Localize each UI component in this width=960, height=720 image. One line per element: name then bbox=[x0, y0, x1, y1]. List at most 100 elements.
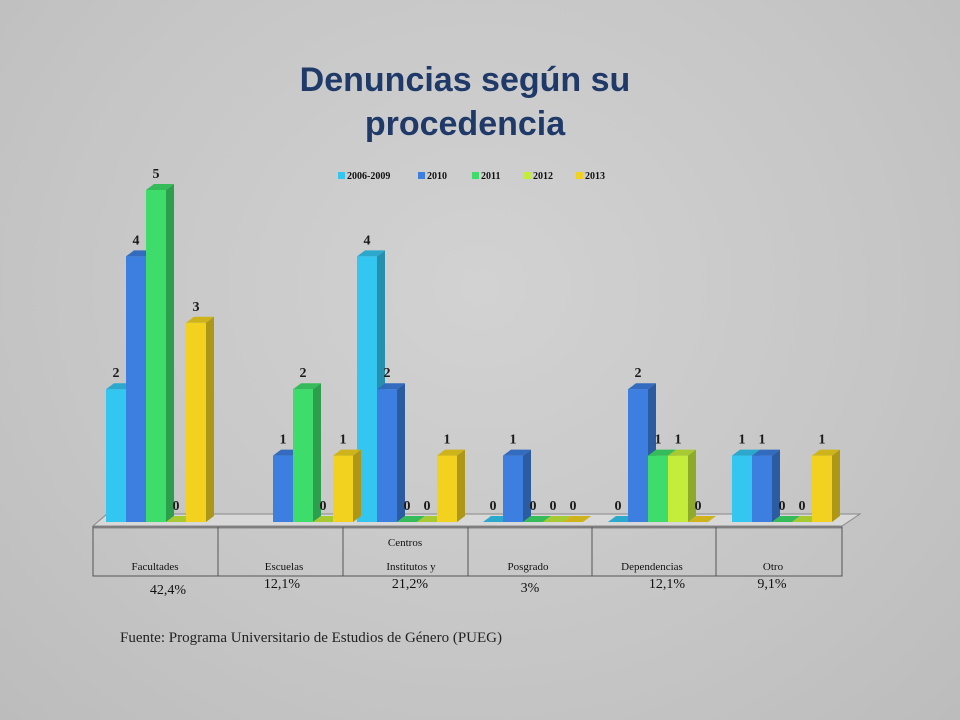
data-label: 1 bbox=[759, 433, 766, 448]
data-label: 1 bbox=[340, 433, 347, 448]
bar bbox=[126, 256, 146, 522]
data-label: 4 bbox=[133, 233, 140, 248]
bar-side bbox=[457, 449, 465, 522]
legend-label: 2010 bbox=[427, 171, 447, 182]
bar-zero-cap bbox=[772, 516, 800, 522]
chart-title-line-1: Denuncias según su bbox=[299, 61, 631, 99]
data-label: 1 bbox=[280, 433, 287, 448]
legend-label: 2013 bbox=[585, 171, 605, 182]
bar-side bbox=[166, 184, 174, 522]
bar-top bbox=[333, 449, 361, 456]
bar-top bbox=[732, 449, 760, 456]
bar-top bbox=[752, 449, 780, 456]
data-label: 0 bbox=[615, 499, 622, 514]
bar-side bbox=[688, 449, 696, 522]
data-label: 5 bbox=[153, 167, 160, 182]
bar-side bbox=[523, 449, 531, 522]
data-label: 0 bbox=[530, 499, 537, 514]
bar-top bbox=[503, 449, 531, 456]
bar-top bbox=[628, 383, 656, 390]
data-label: 0 bbox=[424, 499, 431, 514]
legend-swatch bbox=[472, 172, 479, 179]
category-label: Otro bbox=[763, 561, 784, 573]
category-label: Escuelas bbox=[265, 561, 303, 573]
bar-side bbox=[397, 383, 405, 522]
legend-label: 2012 bbox=[533, 171, 553, 182]
bar bbox=[377, 389, 397, 522]
legend-label: 2011 bbox=[481, 171, 500, 182]
legend-label: 2006-2009 bbox=[347, 171, 390, 182]
bar bbox=[293, 389, 313, 522]
bar-top bbox=[812, 449, 840, 456]
bar-top bbox=[186, 316, 214, 323]
data-label: 0 bbox=[404, 499, 411, 514]
data-label: 2 bbox=[113, 366, 120, 381]
bar-zero-cap bbox=[563, 516, 591, 522]
data-label: 0 bbox=[320, 499, 327, 514]
data-label: 2 bbox=[300, 366, 307, 381]
legend-swatch bbox=[418, 172, 425, 179]
source-note: Fuente: Programa Universitario de Estudi… bbox=[120, 630, 502, 646]
category-percentage: 12,1% bbox=[264, 577, 301, 592]
bar-zero-cap bbox=[688, 516, 716, 522]
bar-side bbox=[353, 449, 361, 522]
data-label: 1 bbox=[655, 433, 662, 448]
bar bbox=[752, 455, 772, 522]
chart-title-line-2: procedencia bbox=[364, 105, 566, 143]
bar-top bbox=[293, 383, 321, 390]
bar bbox=[273, 455, 293, 522]
bar-top bbox=[357, 250, 385, 257]
data-label: 0 bbox=[550, 499, 557, 514]
bar bbox=[628, 389, 648, 522]
data-label: 0 bbox=[779, 499, 786, 514]
bar bbox=[146, 190, 166, 522]
bar-zero-cap bbox=[523, 516, 551, 522]
data-label: 0 bbox=[173, 499, 180, 514]
legend-swatch bbox=[524, 172, 531, 179]
data-label: 0 bbox=[799, 499, 806, 514]
data-label: 2 bbox=[384, 366, 391, 381]
category-percentage: 42,4% bbox=[150, 583, 187, 598]
bar-side bbox=[313, 383, 321, 522]
bar bbox=[357, 256, 377, 522]
bar bbox=[812, 455, 832, 522]
bar-top bbox=[437, 449, 465, 456]
bar-top bbox=[648, 449, 676, 456]
data-label: 1 bbox=[510, 433, 517, 448]
chart-title: Denuncias según su procedencia bbox=[230, 58, 700, 146]
category-label: Institutos y bbox=[386, 561, 436, 573]
data-label: 1 bbox=[739, 433, 746, 448]
legend-swatch bbox=[576, 172, 583, 179]
legend-swatch bbox=[338, 172, 345, 179]
bar-side bbox=[772, 449, 780, 522]
data-label: 2 bbox=[635, 366, 642, 381]
bar bbox=[333, 455, 353, 522]
bar bbox=[106, 389, 126, 522]
category-percentage: 9,1% bbox=[757, 577, 787, 592]
category-percentage: 3% bbox=[521, 581, 540, 596]
category-percentage: 12,1% bbox=[649, 577, 686, 592]
bar bbox=[732, 455, 752, 522]
category-label: Posgrado bbox=[508, 561, 549, 573]
bar bbox=[668, 455, 688, 522]
bar-zero-cap bbox=[397, 516, 425, 522]
bar-zero-cap bbox=[543, 516, 571, 522]
bar-top bbox=[146, 184, 174, 190]
data-label: 0 bbox=[695, 499, 702, 514]
bar-top bbox=[377, 383, 405, 390]
bar-top bbox=[668, 449, 696, 456]
x-axis-title: Centros bbox=[388, 537, 422, 549]
data-label: 1 bbox=[675, 433, 682, 448]
bar bbox=[437, 455, 457, 522]
data-label: 1 bbox=[819, 433, 826, 448]
bar bbox=[186, 322, 206, 522]
bar bbox=[648, 455, 668, 522]
data-label: 0 bbox=[490, 499, 497, 514]
data-label: 4 bbox=[364, 233, 371, 248]
bar-side bbox=[206, 316, 214, 522]
bar-side bbox=[832, 449, 840, 522]
data-label: 0 bbox=[570, 499, 577, 514]
category-label: Dependencias bbox=[621, 561, 683, 573]
category-label: Facultades bbox=[131, 561, 178, 573]
